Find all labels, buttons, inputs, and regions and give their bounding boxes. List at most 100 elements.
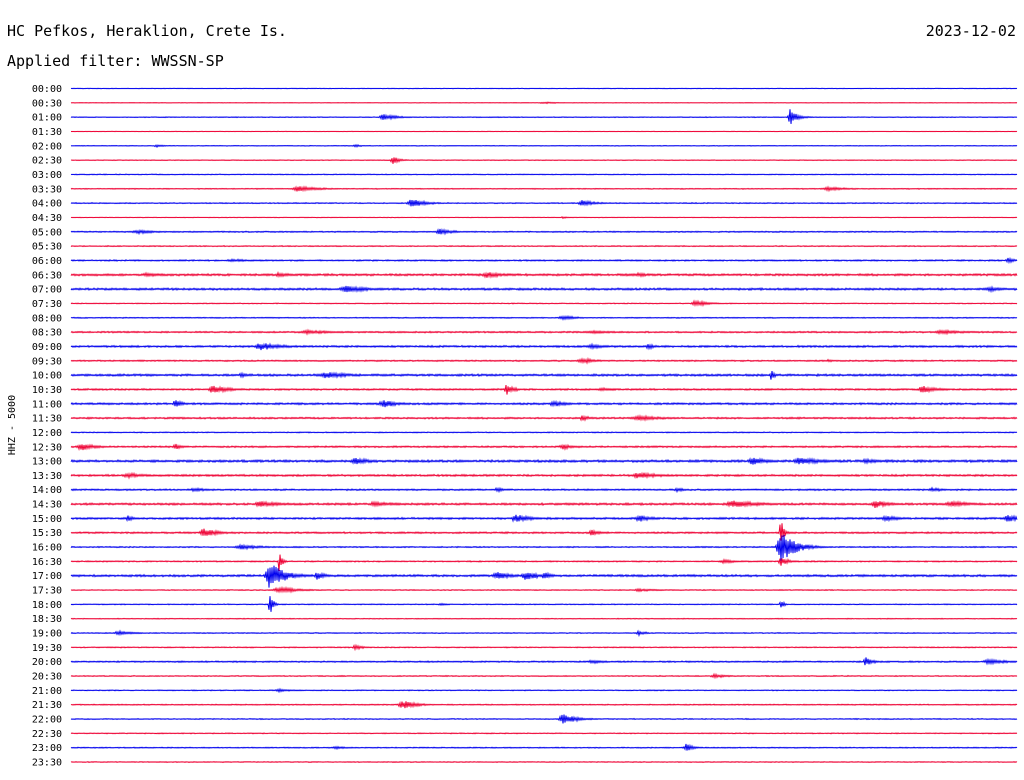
seismic-trace-0800 bbox=[70, 314, 1018, 321]
seismic-trace-0300 bbox=[70, 173, 1018, 176]
seismic-trace-1200 bbox=[70, 431, 1018, 434]
time-tick-label: 23:30 bbox=[32, 758, 62, 769]
seismic-trace-0400 bbox=[70, 199, 1018, 207]
seismic-trace-1630 bbox=[70, 554, 1018, 572]
time-tick-label: 20:00 bbox=[32, 657, 62, 668]
seismic-trace-0500 bbox=[70, 227, 1018, 236]
seismic-trace-1530 bbox=[70, 523, 1018, 541]
seismic-trace-0100 bbox=[70, 109, 1018, 124]
seismic-trace-1900 bbox=[70, 629, 1018, 638]
seismic-trace-1600 bbox=[70, 534, 1018, 562]
time-tick-label: 09:30 bbox=[32, 356, 62, 367]
y-axis-label: HHZ - 5000 bbox=[7, 395, 18, 455]
time-tick-label: 17:30 bbox=[32, 586, 62, 597]
seismic-trace-1230 bbox=[70, 443, 1018, 451]
seismic-trace-1930 bbox=[70, 643, 1018, 652]
time-tick-label: 07:30 bbox=[32, 299, 62, 310]
time-tick-label: 03:00 bbox=[32, 170, 62, 181]
time-tick-label: 23:00 bbox=[32, 743, 62, 754]
time-tick-label: 05:00 bbox=[32, 227, 62, 238]
time-tick-label: 16:00 bbox=[32, 543, 62, 554]
time-tick-label: 08:00 bbox=[32, 313, 62, 324]
time-tick-label: 08:30 bbox=[32, 328, 62, 339]
time-tick-label: 12:00 bbox=[32, 428, 62, 439]
time-tick-label: 14:00 bbox=[32, 485, 62, 496]
seismic-trace-0700 bbox=[70, 285, 1018, 294]
seismic-trace-1330 bbox=[70, 471, 1018, 480]
time-tick-label: 22:30 bbox=[32, 729, 62, 740]
seismic-trace-0330 bbox=[70, 185, 1018, 193]
seismic-trace-2230 bbox=[70, 732, 1018, 735]
seismic-trace-1130 bbox=[70, 414, 1018, 422]
time-tick-label: 19:30 bbox=[32, 643, 62, 654]
seismic-trace-2200 bbox=[70, 714, 1018, 724]
time-tick-label: 10:30 bbox=[32, 385, 62, 396]
time-tick-label: 20:30 bbox=[32, 672, 62, 683]
seismic-trace-0630 bbox=[70, 270, 1018, 279]
time-tick-label: 15:00 bbox=[32, 514, 62, 525]
seismic-trace-1030 bbox=[70, 385, 1018, 395]
seismic-trace-0030 bbox=[70, 101, 1018, 105]
time-tick-label: 11:00 bbox=[32, 399, 62, 410]
time-tick-label: 00:30 bbox=[32, 98, 62, 109]
time-tick-label: 06:00 bbox=[32, 256, 62, 267]
time-tick-label: 07:00 bbox=[32, 285, 62, 296]
seismic-trace-1100 bbox=[70, 399, 1018, 408]
seismic-trace-2330 bbox=[70, 760, 1018, 764]
time-tick-label: 16:30 bbox=[32, 557, 62, 568]
seismic-trace-0600 bbox=[70, 256, 1018, 265]
date-label: 2023-12-02 bbox=[926, 22, 1016, 40]
time-tick-label: 14:30 bbox=[32, 500, 62, 511]
time-tick-label: 18:00 bbox=[32, 600, 62, 611]
time-tick-label: 02:00 bbox=[32, 141, 62, 152]
seismic-trace-0200 bbox=[70, 143, 1018, 149]
seismic-trace-0530 bbox=[70, 244, 1018, 248]
seismic-trace-1800 bbox=[70, 596, 1018, 612]
seismic-trace-0730 bbox=[70, 299, 1018, 308]
time-tick-label: 13:30 bbox=[32, 471, 62, 482]
seismic-trace-0830 bbox=[70, 328, 1018, 336]
seismic-trace-1400 bbox=[70, 486, 1018, 494]
time-tick-label: 01:00 bbox=[32, 113, 62, 124]
station-title: HC Pefkos, Heraklion, Crete Is. bbox=[7, 22, 287, 40]
time-tick-label: 15:30 bbox=[32, 528, 62, 539]
time-tick-label: 06:30 bbox=[32, 270, 62, 281]
time-tick-label: 19:00 bbox=[32, 629, 62, 640]
seismic-trace-1730 bbox=[70, 585, 1018, 594]
seismic-trace-2100 bbox=[70, 687, 1018, 694]
time-tick-label: 12:30 bbox=[32, 442, 62, 453]
seismic-trace-0430 bbox=[70, 216, 1018, 220]
time-tick-label: 03:30 bbox=[32, 184, 62, 195]
seismic-trace-1500 bbox=[70, 514, 1018, 523]
seismic-trace-0900 bbox=[70, 342, 1018, 351]
time-tick-label: 10:00 bbox=[32, 371, 62, 382]
seismic-trace-0930 bbox=[70, 357, 1018, 365]
filter-label: Applied filter: WWSSN-SP bbox=[7, 52, 224, 70]
time-tick-label: 17:00 bbox=[32, 571, 62, 582]
time-tick-label: 02:30 bbox=[32, 156, 62, 167]
seismic-trace-1000 bbox=[70, 371, 1018, 380]
seismic-trace-0230 bbox=[70, 157, 1018, 164]
time-tick-label: 11:30 bbox=[32, 414, 62, 425]
time-tick-label: 00:00 bbox=[32, 84, 62, 95]
seismic-trace-2030 bbox=[70, 672, 1018, 680]
seismic-trace-2300 bbox=[70, 743, 1018, 751]
time-tick-label: 21:00 bbox=[32, 686, 62, 697]
seismic-trace-2130 bbox=[70, 701, 1018, 709]
seismic-trace-2000 bbox=[70, 657, 1018, 666]
time-tick-label: 09:00 bbox=[32, 342, 62, 353]
time-tick-label: 04:30 bbox=[32, 213, 62, 224]
time-tick-label: 01:30 bbox=[32, 127, 62, 138]
seismic-trace-1430 bbox=[70, 500, 1018, 508]
time-tick-label: 04:00 bbox=[32, 199, 62, 210]
time-tick-label: 22:00 bbox=[32, 715, 62, 726]
trace-group bbox=[70, 87, 1018, 764]
time-tick-label: 18:30 bbox=[32, 614, 62, 625]
seismic-trace-1830 bbox=[70, 617, 1018, 620]
seismic-trace-0130 bbox=[70, 130, 1018, 133]
time-tick-label: 13:00 bbox=[32, 457, 62, 468]
time-tick-label: 21:30 bbox=[32, 700, 62, 711]
seismic-trace-1300 bbox=[70, 457, 1018, 465]
seismic-trace-0000 bbox=[70, 87, 1018, 90]
